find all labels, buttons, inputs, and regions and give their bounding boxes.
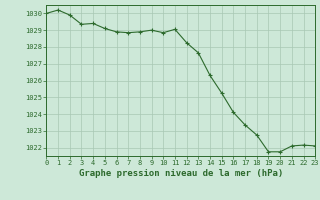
X-axis label: Graphe pression niveau de la mer (hPa): Graphe pression niveau de la mer (hPa) bbox=[79, 169, 283, 178]
